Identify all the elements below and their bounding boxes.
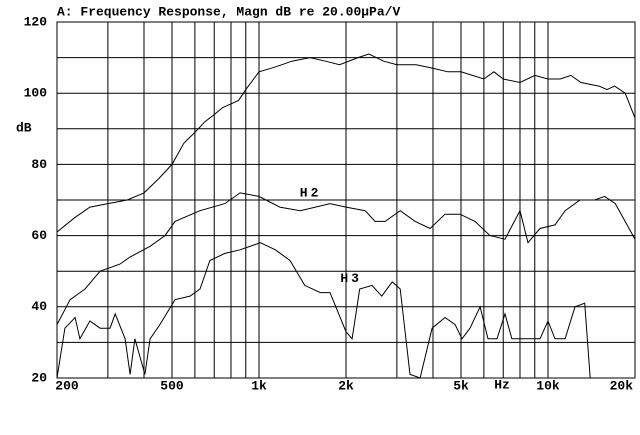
- curve: [56, 53, 636, 233]
- x-tick-label: 500: [160, 378, 184, 393]
- y-tick-label: 40: [31, 299, 47, 314]
- x-tick-label: 2k: [338, 378, 354, 393]
- x-tick-label: 1k: [251, 378, 267, 393]
- x-tick-label: 10k: [536, 378, 560, 393]
- x-tick-label: 200: [55, 378, 79, 393]
- x-tick-label: 20k: [610, 378, 634, 393]
- y-tick-label: 120: [24, 14, 48, 29]
- y-tick-label: 60: [31, 228, 47, 243]
- series-label: H2: [300, 186, 322, 201]
- series-label: H3: [340, 271, 362, 286]
- x-tick-label: 5k: [453, 378, 469, 393]
- chart-title: A: Frequency Response, Magn dB re 20.00µ…: [57, 4, 400, 19]
- y-tick-label: 100: [24, 86, 48, 101]
- x-axis-label: Hz: [494, 377, 510, 392]
- curve: [56, 242, 591, 379]
- y-axis-label: dB: [16, 120, 32, 135]
- y-tick-label: 20: [31, 370, 47, 385]
- y-tick-label: 80: [31, 157, 47, 172]
- curve: [56, 192, 636, 325]
